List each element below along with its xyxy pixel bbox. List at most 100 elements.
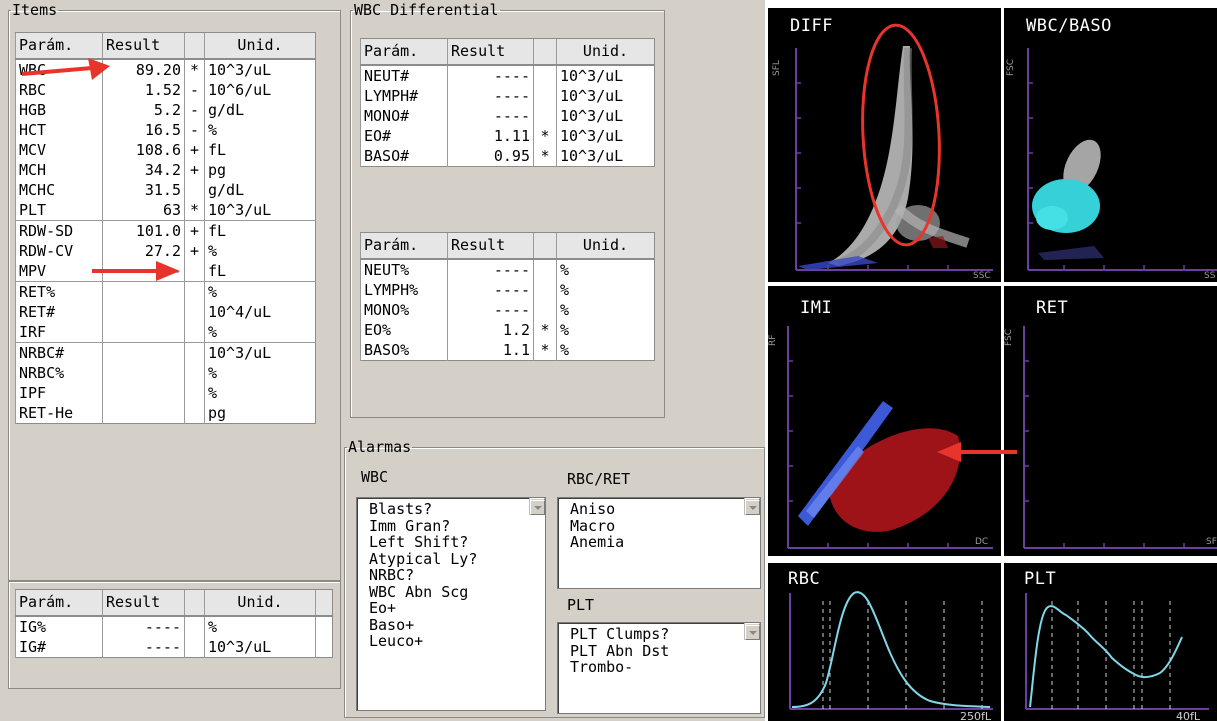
table-row: EO# 1.11 * 10^3/uL — [360, 125, 655, 146]
unit-cell: 10^3/uL — [556, 85, 655, 106]
flag-cell: * — [184, 58, 205, 80]
alarm-item[interactable]: WBC Abn Scg — [369, 582, 469, 601]
diff-annotation-ellipse — [861, 23, 941, 247]
param-cell: NRBC% — [15, 362, 103, 383]
result-cell: ---- — [447, 258, 534, 280]
flag-cell: * — [533, 125, 557, 146]
flag-cell — [184, 636, 205, 657]
result-cell: 63 — [102, 199, 185, 220]
param-cell: IG# — [15, 636, 103, 657]
result-cell: 27.2 — [102, 240, 185, 261]
alarms-plt-label: PLT — [567, 596, 595, 614]
table-row: MPV----fL — [15, 260, 316, 281]
result-cell — [102, 341, 185, 363]
imi-x-label: DC — [975, 537, 988, 547]
table-row: PLT 63 * 10^3/uL — [15, 199, 316, 220]
result-cell: ---- — [447, 64, 534, 86]
column-header — [184, 589, 205, 617]
diff-y-label: SFL — [772, 60, 782, 76]
result-cell: ---- — [447, 299, 534, 320]
flag-cell — [184, 179, 205, 200]
rbc-alarms-list[interactable]: Aniso Macro Anemia — [557, 497, 761, 589]
wbc-baso-x-label: SS — [1204, 271, 1216, 281]
plt-histogram: PLT 40fL — [1004, 563, 1217, 721]
param-cell: RET# — [15, 301, 103, 322]
flag-cell — [184, 321, 205, 342]
table-row: MONO# ---- 10^3/uL — [360, 105, 655, 126]
flag-cell: * — [533, 145, 557, 166]
unit-cell: % — [204, 321, 316, 342]
alarm-item[interactable]: PLT Clumps? — [570, 625, 670, 643]
flag-cell — [184, 260, 205, 281]
param-cell: NRBC# — [15, 341, 103, 363]
wbc-annotation-arrow — [21, 58, 110, 80]
unit-cell: % — [204, 280, 316, 302]
alarm-item[interactable]: Leuco+ — [369, 632, 424, 650]
unit-cell: fL — [204, 219, 316, 241]
unit-cell: 10^6/uL — [204, 79, 316, 100]
rbc-curve — [791, 591, 991, 708]
rbc-x-label: 250fL — [960, 710, 992, 721]
unit-cell: 10^3/uL — [556, 64, 655, 86]
unit-cell: 10^4/uL — [204, 301, 316, 322]
rbc-histogram: RBC 250fL — [768, 563, 1001, 721]
scroll-down-button[interactable] — [745, 624, 760, 640]
alarms-rbc-label: RBC/RET — [567, 470, 631, 488]
plt-alarms-scrollbar[interactable] — [744, 623, 760, 640]
result-cell — [102, 280, 185, 302]
flag-cell — [533, 64, 557, 86]
plt-curve — [1029, 605, 1183, 708]
table-row: IRF% — [15, 321, 316, 342]
flag-cell — [533, 105, 557, 126]
unit-cell: g/dL — [204, 179, 316, 200]
table-row: RBC 1.52-10^6/uL — [15, 79, 316, 100]
alarm-item[interactable]: Macro — [570, 516, 616, 535]
alarm-item[interactable]: Atypical Ly? — [369, 549, 478, 568]
table-row: RET-He pg — [15, 402, 316, 423]
result-cell: 16.5 — [102, 119, 185, 140]
alarm-item[interactable]: NRBC? — [369, 566, 415, 584]
unit-cell: 10^3/uL — [204, 341, 316, 363]
result-cell: ---- — [102, 636, 185, 657]
scroll-down-button[interactable] — [745, 499, 760, 515]
alarm-item[interactable]: PLT Abn Dst — [570, 641, 670, 660]
alarm-item[interactable]: Baso+ — [369, 615, 415, 634]
alarm-item[interactable]: Trombo- — [570, 658, 634, 676]
unit-cell: % — [204, 240, 316, 261]
param-cell: NEUT% — [360, 258, 448, 280]
rbc-alarms-scrollbar[interactable] — [744, 498, 760, 515]
param-cell: IG% — [15, 615, 103, 637]
alarm-item[interactable]: Aniso — [570, 500, 616, 518]
wbc-baso-plot-svg: FSC SS — [1006, 48, 1217, 281]
param-cell: MONO# — [360, 105, 448, 126]
column-header: Unid. — [204, 589, 316, 617]
param-cell: BASO# — [360, 145, 448, 166]
ret-plot-svg: FSC SF — [1004, 326, 1217, 549]
plt-alarms-list[interactable]: PLT Clumps? PLT Abn Dst Trombo- — [557, 622, 761, 714]
wbc-baso-y-label: FSC — [1006, 59, 1016, 76]
result-cell: 5.2 — [102, 99, 185, 120]
alarm-item[interactable]: Eo+ — [369, 599, 397, 617]
ret-title: RET — [1036, 298, 1069, 318]
alarm-item[interactable]: Imm Gran? — [369, 516, 451, 535]
alarms-wbc-label: WBC — [361, 468, 389, 486]
spacer-cell — [315, 636, 333, 657]
wbc-alarms-list[interactable]: Blasts? Imm Gran? Left Shift? Atypical Ly? N… — [356, 497, 546, 711]
table-row: MCV 108.6 + fL — [15, 139, 316, 160]
spacer-cell — [315, 615, 333, 637]
param-cell: NEUT# — [360, 64, 448, 86]
param-cell: IRF — [15, 321, 103, 342]
wbc-alarms-scrollbar[interactable] — [529, 498, 545, 515]
column-header: Unid. — [556, 38, 655, 66]
unit-cell: pg — [204, 159, 316, 180]
flag-cell — [184, 615, 205, 637]
alarm-item[interactable]: Blasts? — [369, 500, 433, 518]
flag-cell — [533, 85, 557, 106]
result-cell: 1.2 — [447, 319, 534, 340]
table-row: MONO% ----% — [360, 299, 655, 320]
scroll-down-button[interactable] — [530, 499, 545, 515]
column-header: Unid. — [204, 32, 316, 60]
alarm-item[interactable]: Anemia — [570, 533, 625, 551]
alarm-item[interactable]: Left Shift? — [369, 533, 469, 551]
flag-cell — [184, 382, 205, 403]
